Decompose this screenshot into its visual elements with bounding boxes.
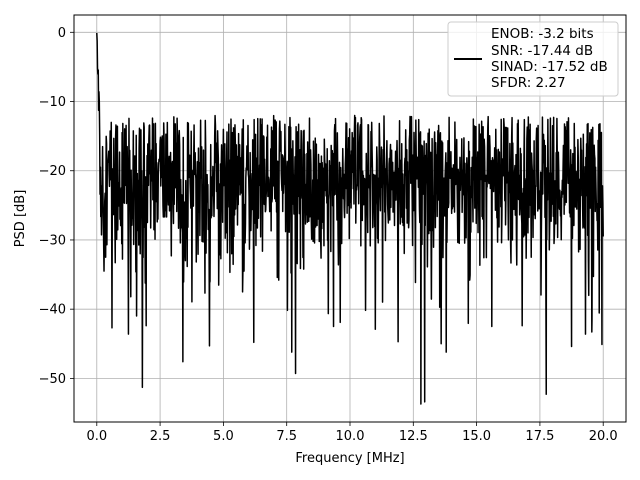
- y-tick-label: −20: [39, 164, 66, 179]
- series-layer: [96, 32, 604, 405]
- y-axis-ticks: 0 −10 −20 −30 −40 −50: [39, 26, 74, 387]
- legend-entry-sfdr: SFDR: 2.27: [491, 75, 566, 91]
- x-axis-label: Frequency [MHz]: [295, 451, 404, 466]
- y-tick-label: −50: [39, 372, 66, 387]
- x-tick-label: 15.0: [462, 429, 491, 444]
- y-tick-label: −10: [39, 95, 66, 110]
- legend-box: [447, 21, 619, 97]
- x-tick-label: 7.5: [276, 429, 297, 444]
- legend-entry-enob: ENOB: -3.2 bits: [491, 26, 594, 42]
- legend-entry-snr: SNR: -17.44 dB: [491, 43, 593, 59]
- y-tick-label: 0: [58, 26, 66, 41]
- y-tick-label: −30: [39, 233, 66, 248]
- x-tick-label: 12.5: [399, 429, 428, 444]
- x-tick-label: 10.0: [336, 429, 365, 444]
- y-tick-label: −40: [39, 303, 66, 318]
- legend-entry-sinad: SINAD: -17.52 dB: [491, 59, 608, 75]
- x-tick-label: 0.0: [86, 429, 107, 444]
- y-axis-label: PSD [dB]: [13, 190, 28, 248]
- psd-series-line: [96, 32, 604, 405]
- x-tick-label: 2.5: [150, 429, 171, 444]
- x-tick-label: 5.0: [213, 429, 234, 444]
- x-tick-label: 17.5: [525, 429, 554, 444]
- x-tick-label: 20.0: [589, 429, 618, 444]
- legend: ENOB: -3.2 bits SNR: -17.44 dB SINAD: -1…: [447, 21, 619, 97]
- x-axis-ticks: 0.0 2.5 5.0 7.5 10.0 12.5 15.0 17.5 20.0: [86, 422, 618, 444]
